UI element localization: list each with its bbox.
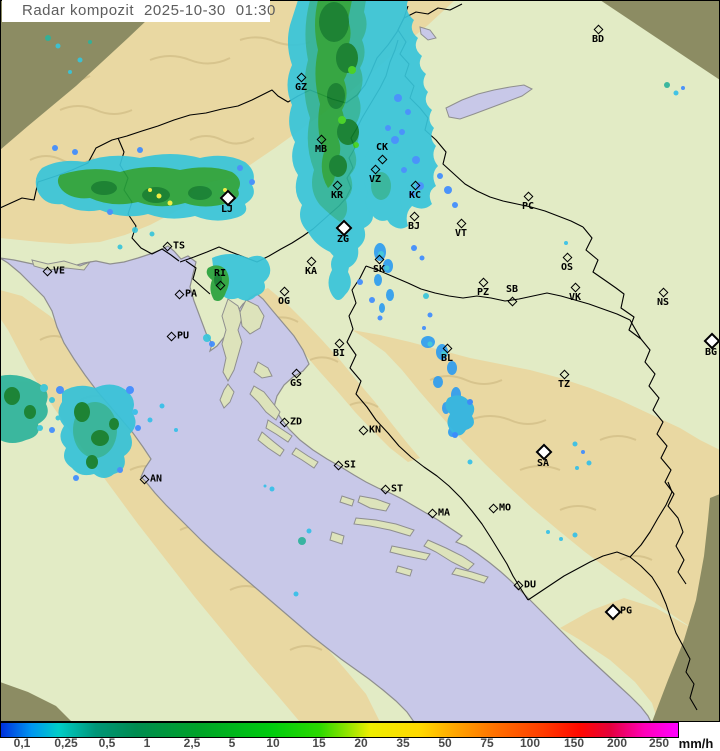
station-label-GS: GS <box>289 378 303 389</box>
station-label-BD: BD <box>591 34 605 45</box>
station-label-DU: DU <box>524 579 537 591</box>
lakes <box>419 26 533 120</box>
precipitation-layer <box>0 0 685 597</box>
station-label-MB: MB <box>314 144 328 155</box>
station-label-OS: OS <box>560 262 574 273</box>
station-label-BI: BI <box>332 348 346 359</box>
scale-tick-label: 2,5 <box>183 736 201 750</box>
scale-tick-label: 1 <box>143 736 151 750</box>
precip-slovenia-band <box>35 35 255 250</box>
out-of-range-regions <box>0 0 720 722</box>
station-label-ZD: ZD <box>290 416 303 428</box>
station-label-AN: AN <box>150 473 163 485</box>
station-label-VE: VE <box>53 265 66 277</box>
scale-tick-label: 100 <box>519 736 541 750</box>
station-label-ZG: ZG <box>336 234 350 245</box>
station-label-SA: SA <box>536 458 550 469</box>
precip-rijeka <box>203 254 271 347</box>
station-label-RI: RI <box>213 268 227 279</box>
precip-sisak-column <box>374 243 394 313</box>
station-label-LJ: LJ <box>220 204 234 215</box>
station-label-ST: ST <box>391 483 404 495</box>
scale-tick-label: 15 <box>312 736 326 750</box>
station-label-BJ: BJ <box>407 221 421 232</box>
scale-tick-label: 75 <box>480 736 494 750</box>
station-label-PG: PG <box>620 605 633 617</box>
station-label-BL: BL <box>440 353 454 364</box>
islands <box>31 259 489 584</box>
station-label-VK: VK <box>568 292 582 303</box>
station-label-SK: SK <box>372 264 386 275</box>
radar-map <box>0 0 720 722</box>
intensity-scale: 0,1 0,25 0,5 1 2,5 5 10 15 20 35 50 75 100 150 200 250 m… <box>0 722 720 751</box>
station-label-PU: PU <box>177 330 190 342</box>
scale-tick-label: 0,1 <box>13 736 31 750</box>
station-label-BG: BG <box>704 347 718 358</box>
station-label-MO: MO <box>499 502 512 514</box>
scale-tick-label: 0,5 <box>98 736 116 750</box>
station-label-KN: KN <box>369 424 382 436</box>
station-label-VT: VT <box>454 228 468 239</box>
station-label-KA: KA <box>304 266 318 277</box>
date-label: 2025-10-30 <box>144 2 226 19</box>
product-title: Radar kompozit <box>22 2 135 19</box>
scale-tick-label: 35 <box>396 736 410 750</box>
station-label-TZ: TZ <box>557 379 571 390</box>
scale-tick-label: 5 <box>228 736 236 750</box>
title-bar: Radar kompozit 2025-10-30 01:30 <box>2 0 275 22</box>
scale-tick-label: 10 <box>266 736 280 750</box>
station-label-SB: SB <box>505 284 519 295</box>
station-label-PA: PA <box>185 288 198 300</box>
station-label-GZ: GZ <box>294 82 308 93</box>
station-label-KR: KR <box>330 190 344 201</box>
station-label-NS: NS <box>656 297 670 308</box>
station-label-CK: CK <box>375 142 389 153</box>
scale-tick-label: 20 <box>354 736 368 750</box>
lake-neusiedl <box>419 26 437 41</box>
precip-nw-croatia <box>287 0 458 330</box>
precip-ancona <box>0 374 141 481</box>
station-label-PC: PC <box>521 201 535 212</box>
scale-tick-label: 150 <box>563 736 585 750</box>
scale-tick-label: 250 <box>648 736 670 750</box>
station-label-VZ: VZ <box>368 174 382 185</box>
adriatic-sea <box>0 245 652 722</box>
time-label: 01:30 <box>235 2 276 19</box>
precip-banja-luka <box>421 336 475 438</box>
scale-tick-label: 200 <box>606 736 628 750</box>
scale-gradient-bar <box>0 722 679 738</box>
station-label-TS: TS <box>173 240 186 252</box>
scale-tick-label: 50 <box>438 736 452 750</box>
station-label-SI: SI <box>344 459 357 471</box>
station-label-MA: MA <box>438 507 451 519</box>
scale-unit-label: mm/h <box>678 736 714 751</box>
station-label-OG: OG <box>277 296 291 307</box>
scale-tick-label: 0,25 <box>54 736 78 750</box>
station-label-KC: KC <box>408 190 422 201</box>
precip-scattered-specks <box>132 82 685 597</box>
lake-balaton <box>445 84 533 120</box>
station-label-PZ: PZ <box>476 287 490 298</box>
